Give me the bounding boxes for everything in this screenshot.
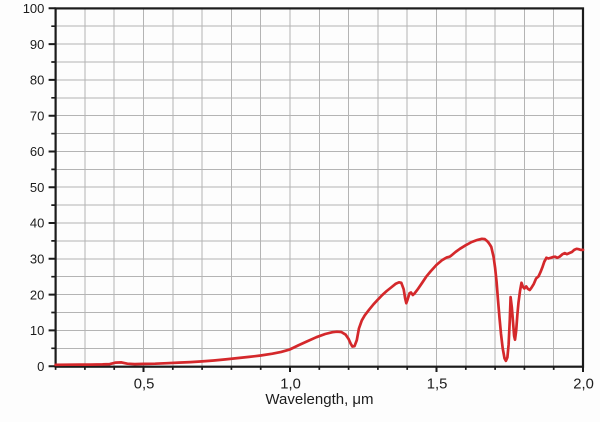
svg-text:60: 60 [30,144,44,159]
svg-text:40: 40 [30,216,44,231]
svg-text:30: 30 [30,252,44,267]
svg-text:20: 20 [30,287,44,302]
svg-text:2,0: 2,0 [573,376,594,392]
svg-text:100: 100 [23,1,45,16]
svg-text:1,5: 1,5 [427,376,448,392]
svg-text:50: 50 [30,180,44,195]
svg-text:0,5: 0,5 [134,376,155,392]
svg-text:10: 10 [30,323,44,338]
svg-text:1,0: 1,0 [280,376,301,392]
svg-text:0: 0 [37,359,44,374]
svg-text:70: 70 [30,108,44,123]
svg-text:90: 90 [30,37,44,52]
svg-text:80: 80 [30,73,44,88]
svg-text:Wavelength, μm: Wavelength, μm [265,391,373,408]
